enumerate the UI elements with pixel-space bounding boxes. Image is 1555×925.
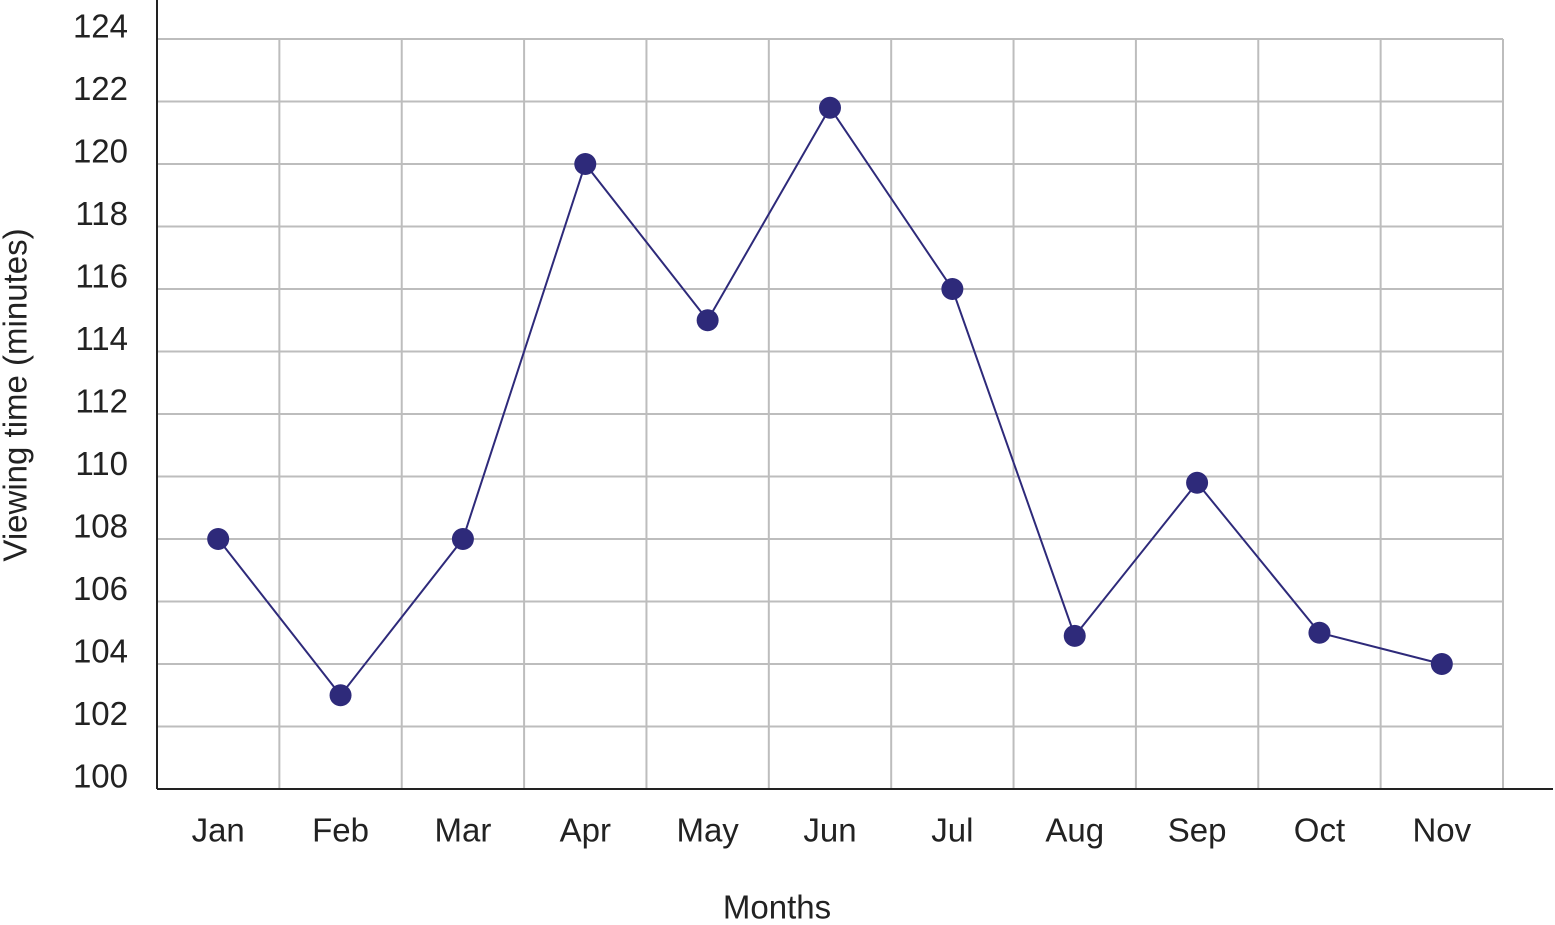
data-point [1063, 624, 1086, 647]
data-point [1430, 653, 1453, 675]
y-tick-label: 112 [75, 383, 128, 420]
x-tick-label: Jan [192, 812, 245, 849]
x-tick-label: Jun [803, 812, 856, 849]
y-tick-label: 108 [73, 508, 128, 545]
data-point [1186, 471, 1209, 494]
data-point [451, 528, 474, 550]
y-tick-label: 116 [75, 258, 128, 295]
y-tick-label: 114 [75, 320, 128, 357]
y-tick-label: 106 [73, 570, 128, 607]
x-tick-label: Sep [1168, 812, 1227, 849]
x-tick-label: Aug [1045, 812, 1104, 849]
x-tick-label: Feb [312, 812, 369, 849]
y-tick-label: 110 [75, 445, 128, 482]
x-tick-label: May [676, 812, 739, 849]
data-point [329, 684, 352, 707]
x-tick-label: Apr [560, 812, 611, 849]
data-point [696, 309, 719, 332]
y-tick-label: 124 [73, 8, 128, 45]
data-point [574, 153, 597, 175]
y-tick-label: 100 [73, 758, 128, 795]
y-tick-label: 120 [73, 133, 128, 170]
x-axis-title: Months [723, 889, 831, 925]
y-tick-label: 104 [73, 633, 128, 670]
data-point [1308, 621, 1331, 644]
y-tick-label: 122 [73, 70, 128, 107]
data-point [941, 278, 964, 300]
x-tick-label: Nov [1412, 812, 1471, 849]
y-tick-label: 118 [75, 195, 128, 232]
x-tick-label: Oct [1294, 812, 1345, 849]
y-axis-title: Viewing time (minutes) [0, 228, 34, 561]
y-tick-label: 102 [73, 695, 128, 732]
data-point [819, 96, 841, 119]
x-tick-label: Jul [931, 812, 973, 849]
data-point [207, 528, 230, 550]
x-tick-label: Mar [434, 812, 491, 849]
